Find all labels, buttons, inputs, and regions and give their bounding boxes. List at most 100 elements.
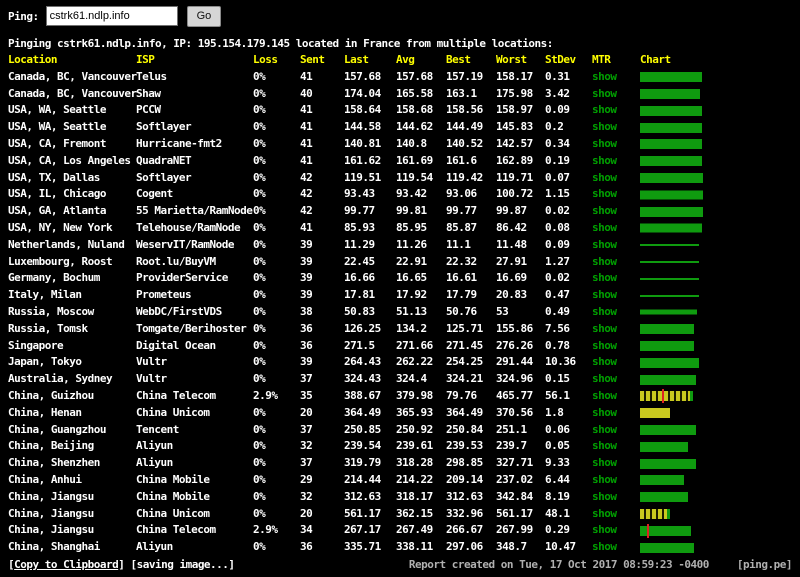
mtr-show-link[interactable]: show [592, 103, 617, 117]
cell-last: 264.43 [344, 355, 381, 369]
mtr-show-link[interactable]: show [592, 422, 617, 436]
mtr-show-link[interactable]: show [592, 170, 617, 184]
ping-pe-link[interactable]: [ping.pe] [736, 558, 793, 571]
column-header-location: Location [8, 53, 57, 66]
mtr-show-link[interactable]: show [592, 338, 617, 352]
cell-loss: 2.9% [253, 523, 278, 537]
mtr-show-link[interactable]: show [592, 220, 617, 234]
latency-bar [640, 190, 703, 200]
ping-input[interactable] [45, 6, 178, 26]
cell-isp: Aliyun [136, 540, 173, 554]
mtr-show-link[interactable]: show [592, 439, 617, 453]
cell-stdev: 0.09 [545, 103, 570, 117]
cell-avg: 17.92 [396, 288, 427, 302]
cell-last: 16.66 [344, 271, 375, 285]
copy-to-clipboard-link[interactable]: Copy to Clipboard [14, 558, 119, 571]
mtr-show-link[interactable]: show [592, 540, 617, 554]
footer-right: Report created on Tue, 17 Oct 2017 08:59… [408, 557, 793, 573]
cell-stdev: 56.1 [545, 388, 570, 402]
mtr-show-link[interactable]: show [592, 456, 617, 470]
mtr-show-link[interactable]: show [592, 506, 617, 520]
cell-isp: Telus [136, 69, 167, 83]
mtr-show-link[interactable]: show [592, 136, 617, 150]
cell-chart [640, 203, 800, 220]
cell-worst: 324.96 [496, 372, 533, 386]
cell-chart [640, 321, 800, 338]
cell-loss: 0% [253, 69, 266, 83]
cell-chart [640, 354, 800, 371]
cell-sent: 39 [300, 237, 313, 251]
mtr-show-link[interactable]: show [592, 304, 617, 318]
cell-worst: 16.69 [496, 271, 527, 285]
cell-avg: 362.15 [396, 506, 433, 520]
cell-sent: 38 [300, 304, 313, 318]
cell-location: Germany, Bochum [8, 271, 100, 285]
cell-chart [640, 220, 800, 237]
table-row: Germany, Bochum ProviderService 0% 39 16.66 1… [0, 270, 800, 287]
mtr-show-link[interactable]: show [592, 69, 617, 83]
cell-last: 324.43 [344, 372, 381, 386]
mtr-show-link[interactable]: show [592, 120, 617, 134]
mtr-show-link[interactable]: show [592, 489, 617, 503]
cell-stdev: 1.15 [545, 187, 570, 201]
mtr-show-link[interactable]: show [592, 523, 617, 537]
cell-sent: 36 [300, 338, 313, 352]
cell-sent: 37 [300, 372, 313, 386]
cell-chart [640, 186, 800, 203]
cell-location: China, Shenzhen [8, 456, 100, 470]
cell-isp: 55 Marietta/RamNode [136, 204, 253, 218]
mtr-show-link[interactable]: show [592, 321, 617, 335]
report-timestamp: Report created on Tue, 17 Oct 2017 08:59… [408, 558, 710, 571]
cell-best: 266.67 [446, 523, 483, 537]
cell-sent: 41 [300, 153, 313, 167]
mtr-show-link[interactable]: show [592, 355, 617, 369]
cell-location: USA, GA, Atlanta [8, 204, 106, 218]
cell-best: 93.06 [446, 187, 477, 201]
mtr-show-link[interactable]: show [592, 388, 617, 402]
cell-best: 99.77 [446, 204, 477, 218]
mtr-show-link[interactable]: show [592, 187, 617, 201]
cell-chart [640, 136, 800, 153]
table-row: Singapore Digital Ocean 0% 36 271.5 271.66 271… [0, 338, 800, 355]
mtr-show-link[interactable]: show [592, 204, 617, 218]
cell-best: 271.45 [446, 338, 483, 352]
latency-bar [640, 542, 694, 553]
latency-bar [640, 88, 700, 99]
cell-isp: WebDC/FirstVDS [136, 304, 222, 318]
cell-chart [640, 455, 800, 472]
latency-bar [640, 260, 699, 263]
cell-best: 250.84 [446, 422, 483, 436]
cell-chart [640, 489, 800, 506]
mtr-show-link[interactable]: show [592, 472, 617, 486]
latency-bar [640, 105, 702, 116]
cell-worst: 145.83 [496, 120, 533, 134]
go-button[interactable]: Go [186, 5, 222, 27]
mtr-show-link[interactable]: show [592, 288, 617, 302]
mtr-show-link[interactable]: show [592, 237, 617, 251]
cell-location: Italy, Milan [8, 288, 82, 302]
cell-sent: 39 [300, 288, 313, 302]
cell-location: Australia, Sydney [8, 372, 113, 386]
footer: [Copy to Clipboard] [saving image...] Re… [8, 557, 793, 573]
cell-loss: 0% [253, 271, 266, 285]
mtr-show-link[interactable]: show [592, 254, 617, 268]
copy-bracket-open: [ [8, 558, 15, 571]
cell-chart [640, 388, 800, 405]
table-row: USA, GA, Atlanta 55 Marietta/RamNode 0% 42 9… [0, 203, 800, 220]
latency-bar [640, 424, 696, 435]
table-row: Italy, Milan Prometeus 0% 39 17.81 17.92 17.79… [0, 287, 800, 304]
cell-avg: 262.22 [396, 355, 433, 369]
mtr-show-link[interactable]: show [592, 86, 617, 100]
cell-chart [640, 170, 800, 187]
cell-avg: 51.13 [396, 304, 427, 318]
mtr-show-link[interactable]: show [592, 271, 617, 285]
mtr-show-link[interactable]: show [592, 405, 617, 419]
cell-isp: Telehouse/RamNode [136, 220, 241, 234]
latency-bar [640, 294, 699, 297]
cell-location: USA, CA, Los Angeles [8, 153, 131, 167]
mtr-show-link[interactable]: show [592, 153, 617, 167]
mtr-show-link[interactable]: show [592, 372, 617, 386]
cell-isp: Prometeus [136, 288, 192, 302]
cell-best: 312.63 [446, 489, 483, 503]
cell-location: China, Anhui [8, 472, 82, 486]
